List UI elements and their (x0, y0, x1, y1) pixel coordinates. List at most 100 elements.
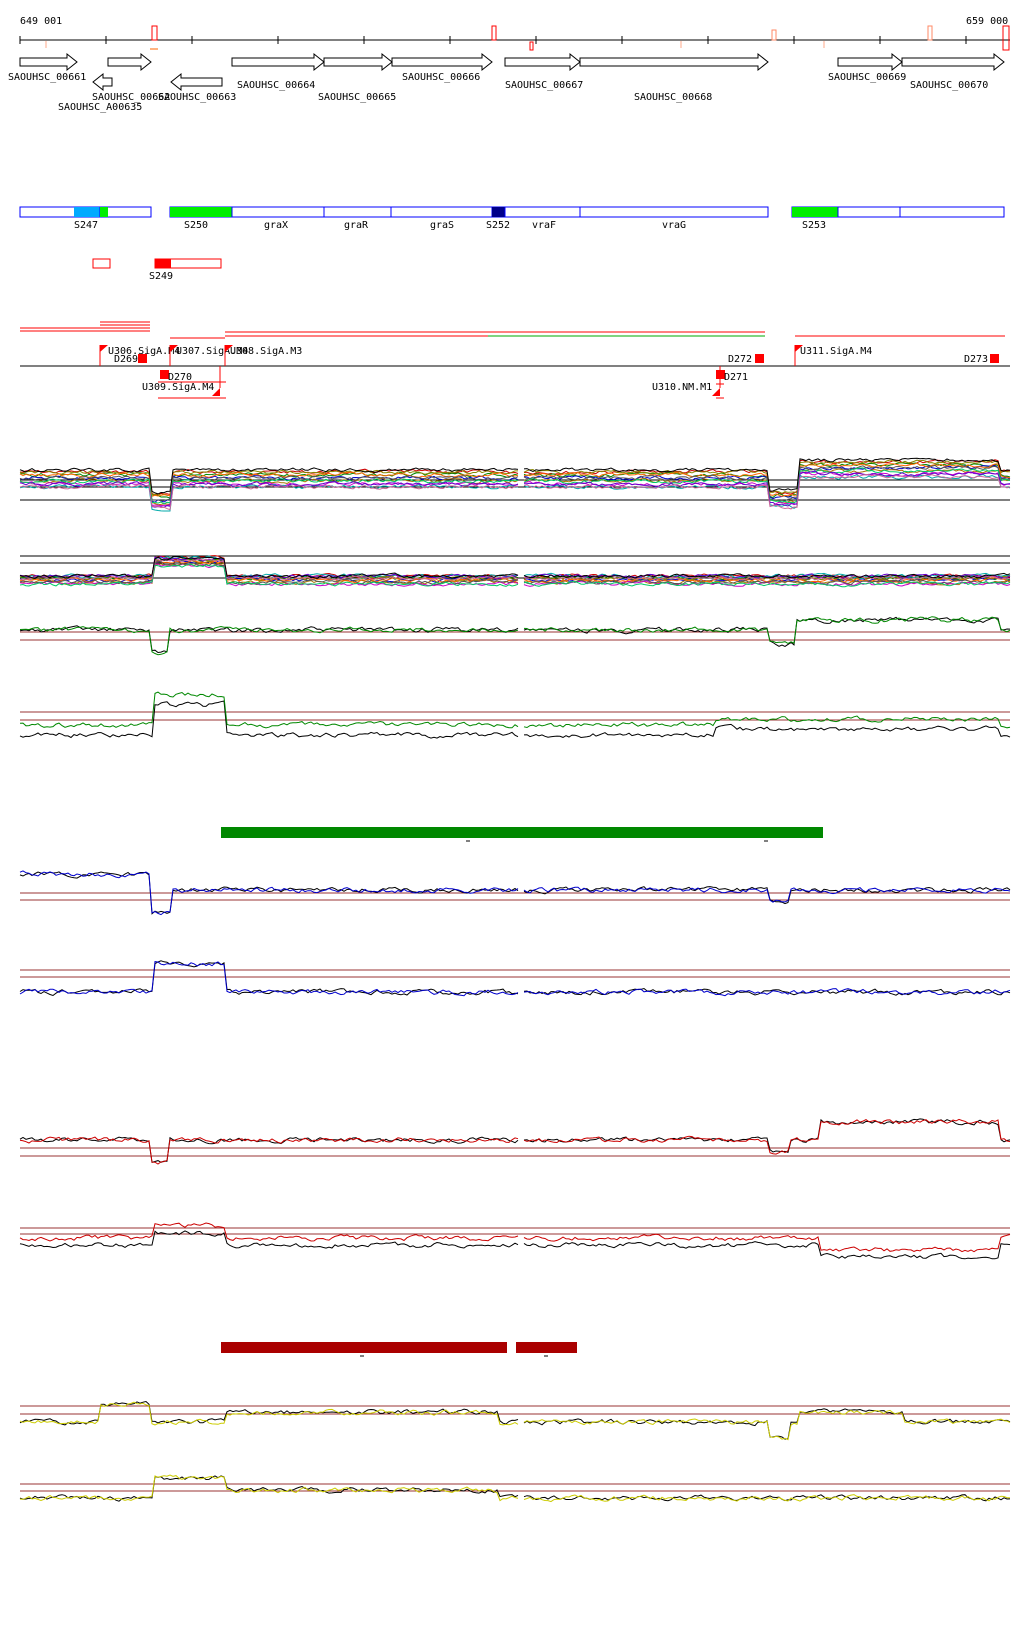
profile-trace (523, 1408, 1011, 1440)
profile-trace (19, 1475, 519, 1502)
segment-label: graR (344, 220, 369, 231)
gene-arrow (901, 52, 1005, 72)
gene-label: SAOUHSC_00667 (505, 80, 583, 91)
segment-label: vraF (532, 220, 556, 231)
upshift-flag (225, 345, 233, 352)
profile-trace (523, 464, 1011, 502)
profile-trace (523, 715, 1011, 729)
profile-trace (523, 988, 1011, 997)
profile-trace (19, 691, 519, 729)
profile-trace (523, 886, 1011, 903)
profile-trace (523, 473, 1011, 510)
profile-trace (19, 871, 519, 915)
expression-profiles (19, 457, 1011, 1503)
profile-trace (523, 1494, 1011, 1502)
profile-trace (19, 870, 519, 916)
profile-trace (19, 484, 519, 512)
segment-box (899, 206, 1005, 218)
antisense-label: S249 (149, 271, 173, 282)
gene-label: SAOUHSC_00666 (402, 72, 480, 83)
gene-arrow (837, 52, 903, 72)
green-condition-bar (221, 827, 823, 842)
gene-arrow (579, 52, 769, 72)
profile-trace (523, 1233, 1011, 1253)
profile-trace (19, 555, 519, 579)
profile-trace (19, 625, 519, 654)
segment-fill (100, 207, 108, 217)
upshift-label: U311.SigA.M4 (800, 346, 872, 357)
gene-arrow (170, 72, 223, 92)
segment-label: S253 (802, 220, 826, 231)
upshift-flag (170, 345, 178, 352)
profile-trace (19, 558, 518, 583)
profile-trace (19, 561, 519, 586)
profile-trace (19, 1400, 519, 1426)
downshift-block (138, 354, 147, 363)
segment-label: S250 (184, 220, 208, 231)
gene-label: SAOUHSC_00670 (910, 80, 988, 91)
profile-trace (523, 457, 1011, 492)
profile-trace (19, 480, 519, 508)
profile-trace (19, 467, 519, 495)
segment-label: S247 (74, 220, 98, 231)
coord-start: 649 001 (20, 16, 62, 27)
segment-label: graS (430, 220, 454, 231)
upshift-flag (795, 345, 803, 352)
gene-arrow (504, 52, 581, 72)
gene-label: SAOUHSC_00668 (634, 92, 712, 103)
segment-fill (492, 207, 505, 217)
gene-label: SAOUHSC_A00635 (58, 102, 142, 113)
profile-trace (523, 1118, 1011, 1155)
profile-trace (523, 580, 1011, 588)
upshift-flag (100, 345, 108, 352)
profile-trace (523, 572, 1011, 579)
profile-trace (19, 625, 519, 656)
gene-label: SAOUHSC_00661 (8, 72, 86, 83)
gene-arrow (92, 72, 113, 92)
upshift-label: U310.NM.M1 (652, 382, 712, 393)
profile-trace (523, 616, 1011, 647)
darkred-condition-bar (221, 1342, 577, 1357)
gene-label: SAOUHSC_00669 (828, 72, 906, 83)
upshift-label: U307.SigA.M4 (176, 346, 248, 357)
upshift-flag (712, 388, 720, 396)
downshift-label: D271 (724, 372, 748, 383)
gene-arrow (323, 52, 393, 72)
profile-trace (19, 1222, 519, 1242)
segment-box (837, 206, 901, 218)
gene-arrow (231, 52, 325, 72)
profile-trace (19, 1136, 519, 1165)
downshift-block (160, 370, 169, 379)
profile-trace (19, 961, 519, 997)
segment-label: S252 (486, 220, 510, 231)
gene-label: SAOUHSC_00664 (237, 80, 315, 91)
gene-label: SAOUHSC_00663 (158, 92, 236, 103)
gene-label: SAOUHSC_00662 (92, 92, 170, 103)
segment-box (579, 206, 769, 218)
segment-box (323, 206, 392, 218)
gene-arrow (107, 52, 152, 72)
gene-track: SAOUHSC_00661 SAOUHSC_A00635SAOUHSC_00662… (8, 52, 1005, 113)
ruler (19, 25, 1010, 51)
profile-trace (523, 1409, 1011, 1441)
segment-fill (74, 207, 100, 217)
segment-track: S247 S250 graX graR graS S252 vraF vraG S253 (19, 206, 1005, 231)
profile-trace (523, 1241, 1011, 1260)
profile-trace (19, 558, 519, 581)
antisense-box (92, 258, 111, 269)
segment-box (390, 206, 493, 218)
upshift-label: U309.SigA.M4 (142, 382, 214, 393)
antisense-segment-track: S249 (92, 258, 222, 282)
profile-trace (523, 886, 1011, 905)
profile-trace (19, 475, 519, 503)
downshift-label: D270 (168, 372, 192, 383)
upshift-flag (212, 388, 220, 396)
profile-trace (19, 478, 519, 505)
downshift-label: D272 (728, 354, 752, 365)
downshift-block (716, 370, 725, 379)
profile-trace (19, 1401, 519, 1426)
segment-box (504, 206, 581, 218)
downshift-label: D269 (114, 354, 138, 365)
profile-trace (19, 1474, 519, 1502)
